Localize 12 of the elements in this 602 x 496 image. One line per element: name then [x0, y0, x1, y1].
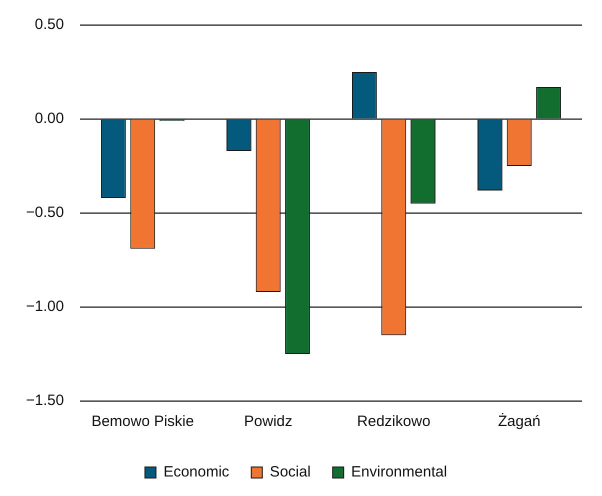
y-tick-label: 0.50: [34, 16, 64, 34]
x-tick-label: Żagań: [498, 412, 541, 430]
legend-label: Environmental: [351, 464, 448, 481]
x-tick-label: Bemowo Piskie: [91, 413, 194, 430]
x-tick-label: Powidz: [244, 413, 292, 430]
y-tick-label: −1.50: [26, 392, 64, 410]
y-tick-label: −0.50: [26, 204, 64, 222]
y-tick-label: 0.00: [34, 110, 64, 128]
x-tick-label: Redzikowo: [357, 413, 430, 430]
legend-label: Economic: [163, 464, 230, 481]
legend-label: Social: [270, 464, 311, 481]
y-tick-label: −1.00: [26, 298, 64, 316]
